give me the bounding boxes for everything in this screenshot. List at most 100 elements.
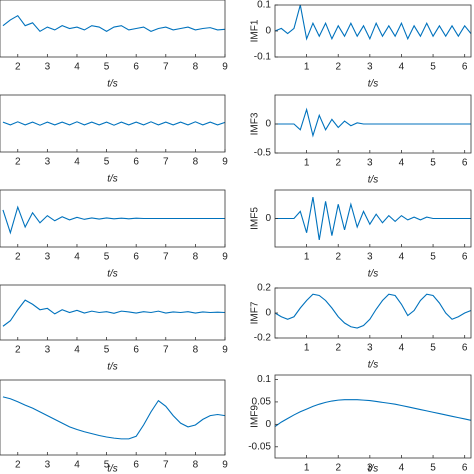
- x-axis-label: t/s: [368, 269, 379, 280]
- signal-line: [2, 205, 225, 235]
- x-tick-label: 4: [399, 463, 405, 474]
- x-tick-label: 3: [45, 460, 51, 471]
- x-tick-label: 2: [15, 460, 21, 471]
- x-tick-label: 9: [222, 345, 228, 356]
- y-tick-label: 0.1: [257, 0, 271, 11]
- x-tick-label: 3: [367, 252, 373, 263]
- x-tick-label: 6: [462, 343, 468, 354]
- x-tick-label: 9: [222, 252, 228, 263]
- x-tick-label: 5: [104, 345, 110, 356]
- x-tick-label: 4: [74, 252, 80, 263]
- x-tick-label: 7: [163, 62, 169, 73]
- x-tick-label: 6: [133, 460, 139, 471]
- y-axis-label: IMF3: [250, 112, 261, 135]
- y-axis-label: IMF1: [250, 19, 261, 42]
- x-axis-label: t/s: [107, 464, 118, 474]
- x-tick-label: 6: [133, 157, 139, 168]
- x-tick-label: 4: [399, 343, 405, 354]
- y-axis-label: IMF7: [250, 301, 261, 324]
- y-axis-label: IMF9: [250, 405, 261, 428]
- x-tick-label: 4: [74, 62, 80, 73]
- x-tick-label: 1: [304, 158, 310, 169]
- x-tick-label: 6: [462, 463, 468, 474]
- x-tick-label: 7: [163, 345, 169, 356]
- x-axis-label: t/s: [368, 79, 379, 90]
- x-tick-label: 9: [222, 62, 228, 73]
- x-tick-label: 6: [462, 158, 468, 169]
- x-tick-label: 1: [304, 62, 310, 73]
- axes-box: [0, 0, 226, 58]
- x-tick-label: 3: [45, 345, 51, 356]
- x-tick-label: 7: [163, 157, 169, 168]
- x-tick-label: 1: [304, 252, 310, 263]
- x-tick-label: 7: [163, 252, 169, 263]
- x-axis-label: t/s: [107, 362, 118, 373]
- x-tick-label: 3: [367, 158, 373, 169]
- x-tick-label: 2: [15, 252, 21, 263]
- y-axis-label: IMF5: [250, 207, 261, 230]
- x-tick-label: 7: [163, 460, 169, 471]
- x-tick-label: 1: [304, 343, 310, 354]
- x-tick-label: 4: [74, 460, 80, 471]
- x-tick-label: 2: [335, 252, 341, 263]
- x-tick-label: 5: [430, 463, 436, 474]
- signal-line: [274, 293, 472, 329]
- x-tick-label: 6: [133, 62, 139, 73]
- signal-line: [274, 399, 472, 428]
- x-tick-label: 4: [399, 158, 405, 169]
- y-tick-label: 0: [265, 308, 271, 319]
- x-tick-label: 5: [430, 252, 436, 263]
- x-axis-label: t/s: [107, 174, 118, 185]
- signal-line: [274, 4, 472, 41]
- x-tick-label: 3: [367, 463, 373, 474]
- y-tick-label: 0.2: [257, 283, 271, 294]
- x-tick-label: 8: [193, 252, 199, 263]
- y-tick-label: 0: [265, 119, 271, 130]
- x-tick-label: 4: [74, 157, 80, 168]
- signal-line: [275, 197, 471, 240]
- x-tick-label: 3: [367, 62, 373, 73]
- x-tick-label: 4: [74, 345, 80, 356]
- x-tick-label: 6: [133, 252, 139, 263]
- x-tick-label: 2: [15, 62, 21, 73]
- y-tick-label: 0.1: [257, 374, 271, 385]
- x-tick-label: 2: [15, 157, 21, 168]
- y-tick-label: 0: [265, 26, 271, 37]
- x-tick-label: 2: [335, 343, 341, 354]
- x-tick-label: 2: [335, 463, 341, 474]
- x-tick-label: 5: [104, 460, 110, 471]
- x-tick-label: 2: [335, 158, 341, 169]
- x-tick-label: 8: [193, 345, 199, 356]
- x-axis-label: t/s: [368, 464, 379, 474]
- axes-box: [274, 374, 472, 459]
- y-tick-label: 0: [265, 419, 271, 430]
- x-tick-label: 6: [133, 345, 139, 356]
- x-axis-label: t/s: [107, 269, 118, 280]
- x-tick-label: 9: [222, 460, 228, 471]
- x-tick-label: 5: [104, 157, 110, 168]
- y-tick-label: 0.05: [252, 397, 272, 408]
- axes-box: [274, 287, 472, 339]
- x-tick-label: 3: [45, 62, 51, 73]
- x-tick-label: 6: [462, 252, 468, 263]
- x-tick-label: 8: [193, 62, 199, 73]
- x-tick-label: 6: [462, 62, 468, 73]
- signal-line: [2, 299, 226, 327]
- x-tick-label: 3: [45, 252, 51, 263]
- axes-box: [0, 94, 226, 153]
- x-tick-label: 8: [193, 157, 199, 168]
- x-tick-label: 3: [45, 157, 51, 168]
- x-tick-label: 4: [399, 62, 405, 73]
- x-tick-label: 8: [193, 460, 199, 471]
- x-tick-label: 5: [104, 62, 110, 73]
- x-tick-label: 1: [304, 463, 310, 474]
- x-tick-label: 5: [430, 158, 436, 169]
- x-tick-label: 4: [399, 252, 405, 263]
- axes-box: [0, 284, 226, 341]
- y-tick-label: -0.05: [248, 441, 271, 452]
- x-axis-label: t/s: [368, 360, 379, 371]
- y-tick-label: -0.1: [254, 52, 272, 63]
- axes-box: [0, 379, 226, 456]
- y-tick-label: -0.2: [254, 333, 272, 344]
